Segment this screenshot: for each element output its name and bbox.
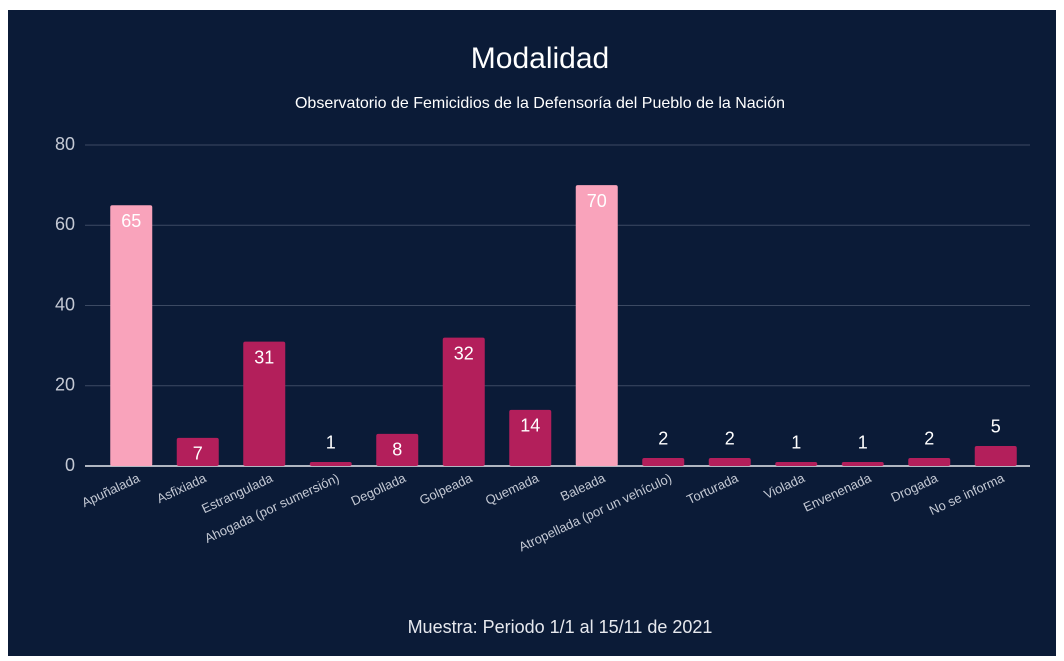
data-label: 70 xyxy=(587,191,607,211)
data-label: 2 xyxy=(725,429,735,449)
bar xyxy=(509,409,552,466)
data-label: 1 xyxy=(791,433,801,453)
data-label: 2 xyxy=(924,429,934,449)
bar xyxy=(708,457,751,466)
y-tick-label: 60 xyxy=(55,214,75,234)
y-tick-label: 40 xyxy=(55,294,75,314)
data-label: 2 xyxy=(658,429,668,449)
bar xyxy=(642,457,685,466)
y-tick-label: 20 xyxy=(55,375,75,395)
chart-subtitle: Observatorio de Femicidios de la Defenso… xyxy=(295,95,785,112)
bar xyxy=(243,341,286,466)
data-label: 65 xyxy=(121,211,141,231)
bar xyxy=(841,461,884,466)
bar xyxy=(974,445,1017,466)
bar xyxy=(575,185,618,466)
y-tick-label: 0 xyxy=(65,455,75,475)
y-tick-label: 80 xyxy=(55,134,75,154)
bar xyxy=(775,461,818,466)
bar xyxy=(309,461,352,466)
data-label: 31 xyxy=(254,347,274,367)
bar xyxy=(376,433,419,466)
bar xyxy=(908,457,951,466)
chart-footer: Muestra: Periodo 1/1 al 15/11 de 2021 xyxy=(408,617,713,637)
chart-title: Modalidad xyxy=(471,42,609,75)
data-label: 14 xyxy=(520,416,540,436)
data-label: 8 xyxy=(392,440,402,460)
bar xyxy=(442,337,485,466)
chart-background xyxy=(8,10,1056,656)
data-label: 7 xyxy=(193,444,203,464)
bar xyxy=(176,437,219,466)
data-label: 1 xyxy=(858,433,868,453)
data-label: 1 xyxy=(326,433,336,453)
bar xyxy=(110,205,153,466)
data-label: 5 xyxy=(991,417,1001,437)
data-label: 32 xyxy=(454,343,474,363)
